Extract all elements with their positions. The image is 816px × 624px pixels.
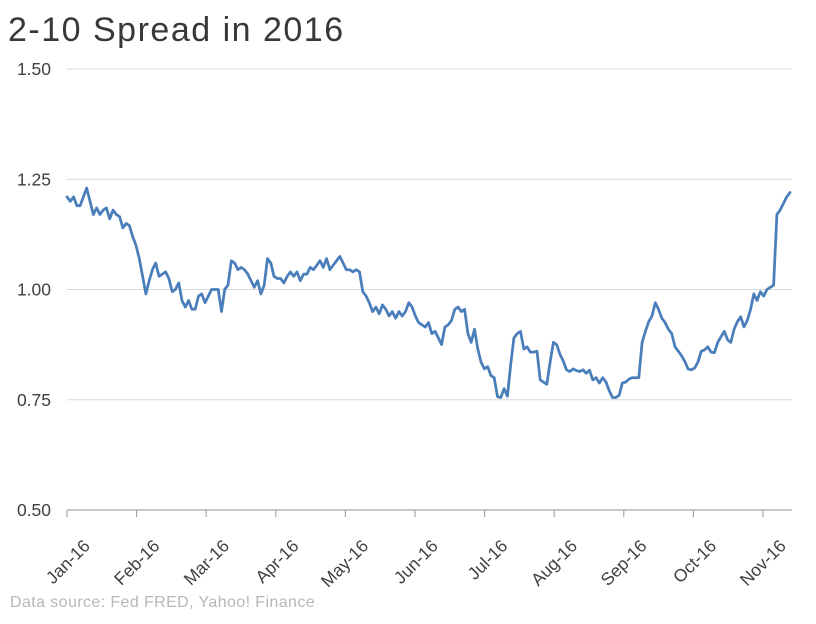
y-axis-tick-label: 1.50 [17,59,51,79]
x-axis-tick-label: Mar-16 [180,536,233,589]
y-axis-tick-label: 0.50 [17,500,51,520]
x-axis-tick-label: May-16 [317,536,372,591]
y-axis-tick-label: 1.25 [17,169,51,189]
spread-series-line [65,186,792,399]
x-axis-tick-label: Oct-16 [669,536,720,587]
y-axis-tick-label: 1.00 [17,280,51,300]
x-axis-tick-label: Apr-16 [251,536,302,587]
x-axis-tick-label: Nov-16 [736,536,790,590]
x-axis-tick-label: Jan-16 [42,536,94,588]
x-axis-tick-label: Aug-16 [527,536,581,590]
x-axis-tick-label: Jun-16 [390,536,442,588]
y-axis-tick-label: 0.75 [17,390,51,410]
data-source-note: Data source: Fed FRED, Yahoo! Finance [10,594,316,611]
chart-title: 2-10 Spread in 2016 [8,11,345,49]
x-axis-tick-label: Sep-16 [597,536,651,590]
x-axis-tick-label: Feb-16 [110,536,163,589]
x-axis-tick-label: Jul-16 [464,536,512,584]
